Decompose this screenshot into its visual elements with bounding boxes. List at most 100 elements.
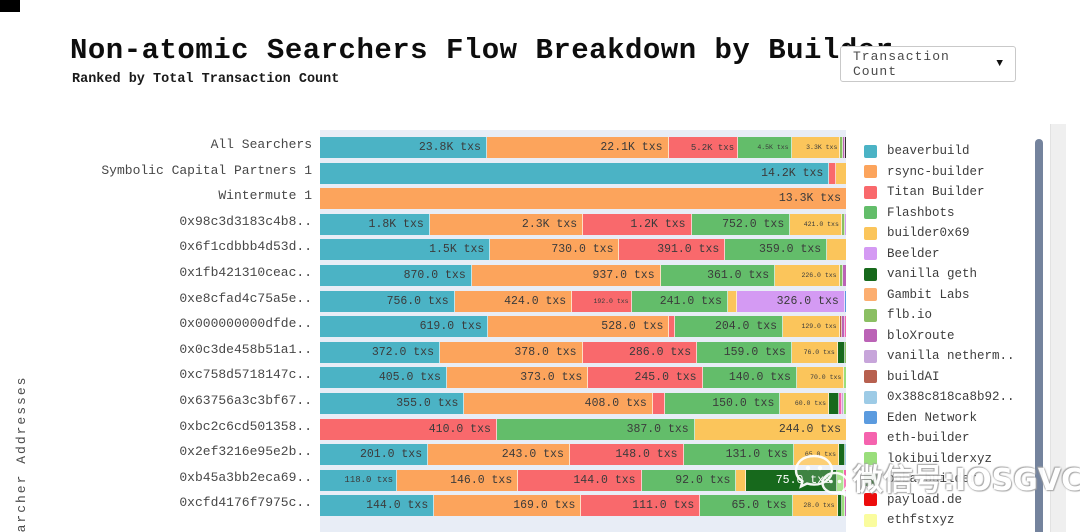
legend-item-bloxroute[interactable]: bloXroute bbox=[864, 326, 1040, 347]
bar-segment-vanilla-netherm[interactable] bbox=[841, 392, 845, 414]
bar-segment-flashbots[interactable]: 150.0 txs bbox=[665, 392, 781, 414]
legend-item-ethfstxyz[interactable]: ethfstxyz bbox=[864, 510, 1040, 531]
bar-segment-rsync-builder[interactable]: 373.0 txs bbox=[446, 367, 589, 389]
bar-segment-buildai[interactable] bbox=[839, 316, 843, 338]
bar-segment-flashbots[interactable]: 131.0 txs bbox=[683, 444, 794, 466]
bar-segment-eth-builder[interactable] bbox=[843, 469, 846, 491]
bar-segment-builder0x69[interactable]: 129.0 txs bbox=[783, 316, 840, 338]
legend-item-0x388c818ca8b92[interactable]: 0x388c818ca8b92.. bbox=[864, 387, 1040, 408]
bar-segment-flashbots[interactable]: 204.0 txs bbox=[674, 316, 784, 338]
legend-item-flashbots[interactable]: Flashbots bbox=[864, 203, 1040, 224]
bar-segment-titan-builder[interactable]: 192.0 txs bbox=[572, 290, 632, 312]
bar-segment-beaverbuild[interactable]: 201.0 txs bbox=[320, 444, 429, 466]
legend-item-buildai[interactable]: buildAI bbox=[864, 367, 1040, 388]
bar-segment-eden-network[interactable] bbox=[844, 290, 846, 312]
bar-segment-flashbots[interactable]: 159.0 txs bbox=[697, 341, 792, 363]
bar-segment-rsync-builder[interactable]: 937.0 txs bbox=[471, 264, 661, 286]
bar-segment-flashbots[interactable]: 387.0 txs bbox=[496, 418, 695, 440]
legend-item-titan-builder[interactable]: Titan Builder bbox=[864, 182, 1040, 203]
bar-segment-rsync-builder[interactable]: 730.0 txs bbox=[490, 239, 620, 261]
bar-segment-builder0x69[interactable] bbox=[836, 162, 846, 184]
bar-segment-other[interactable] bbox=[844, 137, 847, 158]
bar-segment-bloxroute[interactable] bbox=[842, 137, 845, 158]
bar-segment-beaverbuild[interactable]: 1.8K txs bbox=[320, 213, 430, 235]
bar-segment-beaverbuild[interactable]: 355.0 txs bbox=[320, 392, 465, 414]
legend-item-eden-network[interactable]: Eden Network bbox=[864, 408, 1040, 429]
bar-segment-titan-builder[interactable]: 111.0 txs bbox=[581, 495, 701, 517]
bar-segment-flashbots[interactable]: 92.0 txs bbox=[641, 469, 737, 491]
bar-segment-vanilla-geth[interactable] bbox=[837, 341, 845, 363]
bar-segment-beaverbuild[interactable]: 144.0 txs bbox=[320, 495, 435, 517]
bar-segment-titan-builder[interactable]: 391.0 txs bbox=[619, 239, 726, 261]
bar-segment-flb-io[interactable] bbox=[844, 341, 846, 363]
bar-segment-builder0x69[interactable]: 3.3K txs bbox=[791, 137, 841, 158]
legend-item-vanilla-netherm[interactable]: vanilla netherm.. bbox=[864, 346, 1040, 367]
bar-segment-titan-builder[interactable]: 144.0 txs bbox=[518, 469, 642, 491]
legend-item-flb-io[interactable]: flb.io bbox=[864, 305, 1040, 326]
bar-segment-titan-builder[interactable]: 5.2K txs bbox=[668, 137, 739, 158]
bar-segment-builder0x69[interactable] bbox=[736, 469, 747, 491]
bar-segment-beaverbuild[interactable]: 23.8K txs bbox=[320, 137, 487, 158]
bar-segment-titan-builder[interactable]: 286.0 txs bbox=[582, 341, 698, 363]
bar-segment-eth-builder[interactable] bbox=[844, 316, 846, 338]
bar-segment-beelder[interactable]: 326.0 txs bbox=[737, 290, 845, 312]
bar-segment-titan-builder[interactable]: 148.0 txs bbox=[569, 444, 684, 466]
bar-segment-flashbots[interactable]: 4.5K txs bbox=[738, 137, 792, 158]
bar-segment-flashbots[interactable]: 361.0 txs bbox=[660, 264, 776, 286]
bar-segment-beaverbuild[interactable]: 14.2K txs bbox=[320, 162, 830, 184]
bar-segment-lokibuilderxyz[interactable] bbox=[844, 367, 846, 389]
bar-segment-flashbots[interactable]: 241.0 txs bbox=[631, 290, 728, 312]
bar-segment-titan-builder[interactable]: 1.2K txs bbox=[583, 213, 692, 235]
bar-segment-builder0x69[interactable] bbox=[827, 239, 847, 261]
bar-segment-flashbots[interactable]: 359.0 txs bbox=[725, 239, 828, 261]
bar-segment-beaverbuild[interactable]: 1.5K txs bbox=[320, 239, 491, 261]
legend-item-gambit-labs[interactable]: Gambit Labs bbox=[864, 285, 1040, 306]
bar-segment-flashbots[interactable]: 65.0 txs bbox=[700, 495, 793, 517]
bar-segment-rsync-builder[interactable]: 2.3K txs bbox=[429, 213, 584, 235]
bar-segment-lokibuilderxyz[interactable] bbox=[844, 392, 846, 414]
bar-segment-rsync-builder[interactable]: 528.0 txs bbox=[487, 316, 670, 338]
bar-segment-bloxroute[interactable] bbox=[842, 264, 847, 286]
bar-segment-0x388c818ca8b92[interactable] bbox=[844, 444, 847, 466]
bar-segment-beaverbuild[interactable]: 870.0 txs bbox=[320, 264, 472, 286]
bar-segment-builder0x69[interactable]: 244.0 txs bbox=[694, 418, 846, 440]
legend-item-boba-builder[interactable]: boba-builder bbox=[864, 469, 1040, 490]
bar-segment-rsync-builder[interactable]: 408.0 txs bbox=[464, 392, 653, 414]
bar-segment-rsync-builder[interactable]: 146.0 txs bbox=[397, 469, 519, 491]
bar-segment-titan-builder[interactable]: 410.0 txs bbox=[320, 418, 497, 440]
bar-segment-vanilla-geth[interactable]: 75.0 txs bbox=[746, 469, 837, 491]
bar-segment-rsync-builder[interactable]: 169.0 txs bbox=[434, 495, 582, 517]
scrollbar-thumb[interactable] bbox=[1035, 139, 1043, 532]
bar-segment-titan-builder[interactable] bbox=[829, 162, 837, 184]
legend-item-beelder[interactable]: Beelder bbox=[864, 244, 1040, 265]
bar-segment-builder0x69[interactable]: 60.0 txs bbox=[780, 392, 830, 414]
bar-segment-builder0x69[interactable]: 76.0 txs bbox=[791, 341, 838, 363]
bar-segment-rsync-builder[interactable]: 424.0 txs bbox=[454, 290, 573, 312]
bar-segment-flb-io[interactable] bbox=[841, 213, 845, 235]
bar-segment-beaverbuild[interactable]: 118.0 txs bbox=[320, 469, 398, 491]
bar-segment-builder0x69[interactable]: 70.0 txs bbox=[796, 367, 845, 389]
bar-segment-builder0x69[interactable]: 65.0 txs bbox=[793, 444, 840, 466]
bar-segment-lokibuilderxyz[interactable] bbox=[842, 495, 845, 517]
bar-segment-builder0x69[interactable] bbox=[727, 290, 738, 312]
legend-item-eth-builder[interactable]: eth-builder bbox=[864, 428, 1040, 449]
bar-segment-bloxroute[interactable] bbox=[842, 316, 845, 338]
bar-segment-lokibuilderxyz[interactable] bbox=[837, 469, 844, 491]
bar-segment-flashbots[interactable]: 140.0 txs bbox=[702, 367, 797, 389]
bar-segment-rsync-builder[interactable]: 22.1K txs bbox=[486, 137, 669, 158]
bar-segment-builder0x69[interactable]: 226.0 txs bbox=[775, 264, 840, 286]
bar-segment-titan-builder[interactable] bbox=[652, 392, 666, 414]
legend-item-beaverbuild[interactable]: beaverbuild bbox=[864, 141, 1040, 162]
bar-segment-titan-builder[interactable]: 245.0 txs bbox=[588, 367, 703, 389]
bar-segment-rsync-builder[interactable]: 13.3K txs bbox=[320, 188, 846, 210]
bar-segment-bloxroute[interactable] bbox=[844, 495, 846, 517]
bar-segment-vanilla-geth[interactable] bbox=[829, 392, 839, 414]
bar-segment-vanilla-geth[interactable] bbox=[837, 495, 843, 517]
bar-segment-titan-builder[interactable] bbox=[669, 316, 675, 338]
bar-segment-builder0x69[interactable]: 421.0 txs bbox=[790, 213, 842, 235]
bar-segment-builder0x69[interactable]: 28.0 txs bbox=[792, 495, 838, 517]
bar-segment-rsync-builder[interactable]: 243.0 txs bbox=[428, 444, 570, 466]
legend-item-vanilla-geth[interactable]: vanilla geth bbox=[864, 264, 1040, 285]
legend-item-lokibuilderxyz[interactable]: lokibuilderxyz bbox=[864, 449, 1040, 470]
legend-item-rsync-builder[interactable]: rsync-builder bbox=[864, 162, 1040, 183]
